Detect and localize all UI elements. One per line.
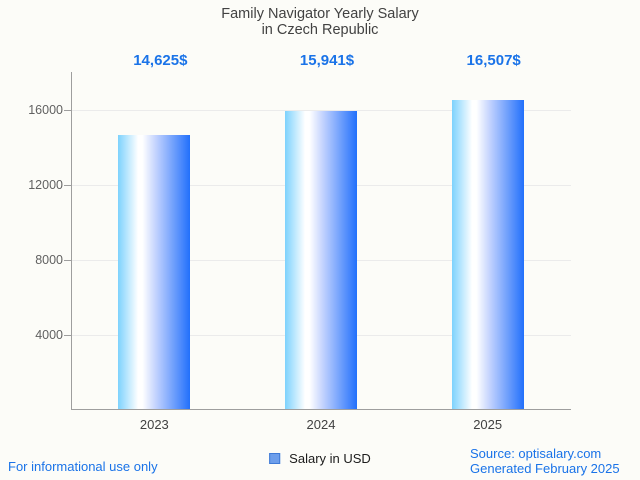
legend-swatch-icon bbox=[269, 453, 281, 464]
y-tick-16000 bbox=[64, 110, 71, 111]
gridline-16000 bbox=[72, 110, 571, 111]
x-axis-line bbox=[71, 409, 571, 410]
bar-value-label: 15,941$ bbox=[299, 52, 355, 69]
y-axis-line bbox=[71, 72, 72, 410]
generated-date: Generated February 2025 bbox=[470, 461, 620, 476]
source-link[interactable]: Source: optisalary.com bbox=[470, 446, 602, 461]
legend-label: Salary in USD bbox=[289, 451, 371, 466]
disclaimer-text: For informational use only bbox=[8, 459, 158, 474]
bar-2023[interactable] bbox=[118, 135, 190, 409]
x-axis-labels: 2023 2024 2025 bbox=[0, 417, 640, 433]
category-label-2023: 2023 bbox=[139, 417, 169, 432]
legend: Salary in USD bbox=[269, 451, 371, 466]
chart-title-line1: Family Navigator Yearly Salary bbox=[221, 6, 419, 22]
y-tick-8000 bbox=[64, 260, 71, 261]
y-tick-4000 bbox=[64, 335, 71, 336]
y-tick-12000 bbox=[64, 185, 71, 186]
y-axis-tick-label: 4000 bbox=[35, 328, 63, 342]
value-labels: 14,625$ 15,941$ 16,507$ bbox=[0, 52, 640, 70]
chart-title-line2: in Czech Republic bbox=[261, 22, 379, 38]
y-axis-tick-label: 16000 bbox=[28, 103, 63, 117]
category-label-2024: 2024 bbox=[306, 417, 336, 432]
category-label-2025: 2025 bbox=[473, 417, 503, 432]
bar-2025[interactable] bbox=[452, 100, 524, 409]
bar-value-label: 16,507$ bbox=[466, 52, 521, 69]
y-axis-tick-label: 8000 bbox=[35, 253, 63, 267]
bar-value-label: 14,625$ bbox=[133, 52, 188, 69]
bar-2024[interactable] bbox=[285, 111, 357, 409]
plot-area: 4000 8000 12000 16000 bbox=[28, 72, 571, 410]
y-axis-tick-label: 12000 bbox=[28, 178, 63, 192]
chart-title: Family Navigator Yearly Salary in Czech … bbox=[0, 6, 640, 38]
source-block: Source: optisalary.com Generated Februar… bbox=[470, 446, 620, 476]
